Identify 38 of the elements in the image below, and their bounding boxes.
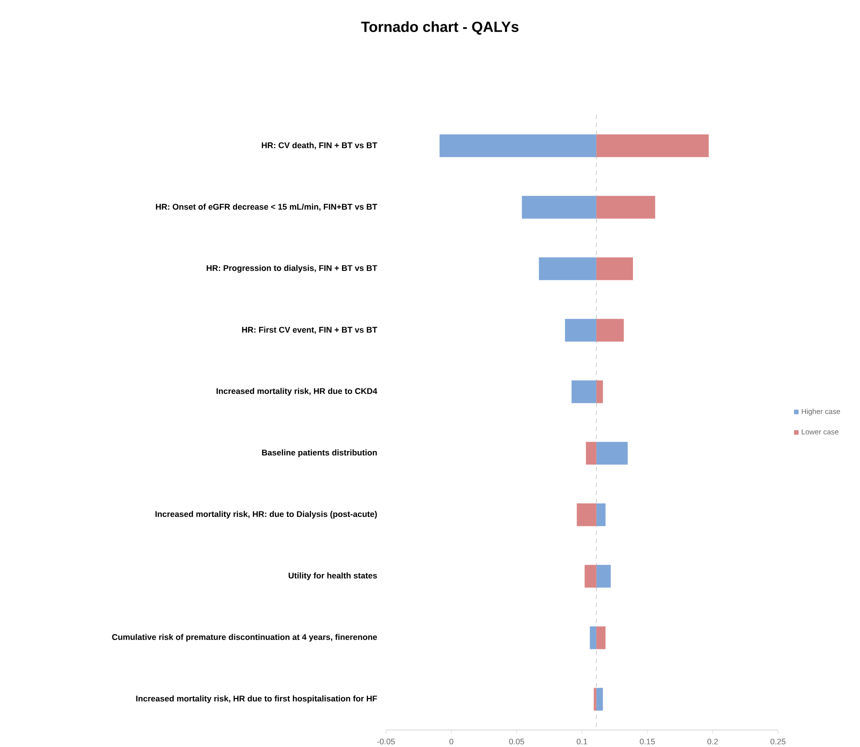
y-tick-label: HR: CV death, FIN + BT vs BT [262, 142, 378, 150]
bar [584, 564, 596, 588]
bar [590, 626, 596, 650]
bar [440, 134, 596, 158]
bar [576, 503, 596, 526]
y-tick-label: Baseline patients distribution [262, 449, 377, 458]
x-tick-label: -0.05 [377, 738, 395, 744]
bar [596, 257, 633, 280]
y-tick-label: Utility for health states [288, 572, 377, 580]
bar [596, 503, 606, 526]
x-tick-label: 0.2 [707, 738, 718, 744]
bar [596, 196, 656, 219]
x-tick-label: 0.15 [640, 738, 655, 744]
x-tick-label: 0.25 [770, 738, 786, 744]
bar [572, 380, 596, 404]
bar [596, 380, 603, 404]
x-tick-label: 0 [449, 738, 454, 744]
bar [596, 688, 603, 711]
x-tick-label: 0.05 [509, 738, 524, 744]
bar [586, 442, 596, 465]
y-tick-label: Cumulative risk of premature discontinuation at 4 years, finerenone [112, 634, 377, 642]
chart-title: Tornado chart - QALYs [361, 21, 518, 35]
y-tick-label: HR: Progression to dialysis, FIN + BT vs BT [206, 264, 378, 273]
y-tick-label: Increased mortality risk, HR due to first hospitalisation for HF [136, 695, 377, 704]
y-tick-label: Increased mortality risk, HR due to CKD4 [216, 388, 378, 396]
bar [596, 134, 709, 158]
bar [596, 626, 606, 650]
bar [522, 196, 596, 219]
x-tick-label: 0.1 [576, 738, 588, 744]
y-tick-label: HR: Onset of eGFR decrease < 15 mL/min, FIN+BT vs BT [156, 204, 378, 211]
bar [594, 688, 596, 711]
bar [596, 318, 624, 342]
y-tick-label: Increased mortality risk, HR: due to Dialysis (post-acute) [155, 510, 377, 519]
bar [596, 564, 611, 588]
bar [538, 257, 596, 280]
bar [596, 442, 628, 465]
bar [565, 318, 596, 342]
y-tick-label: HR: First CV event, FIN + BT vs BT [242, 326, 378, 334]
